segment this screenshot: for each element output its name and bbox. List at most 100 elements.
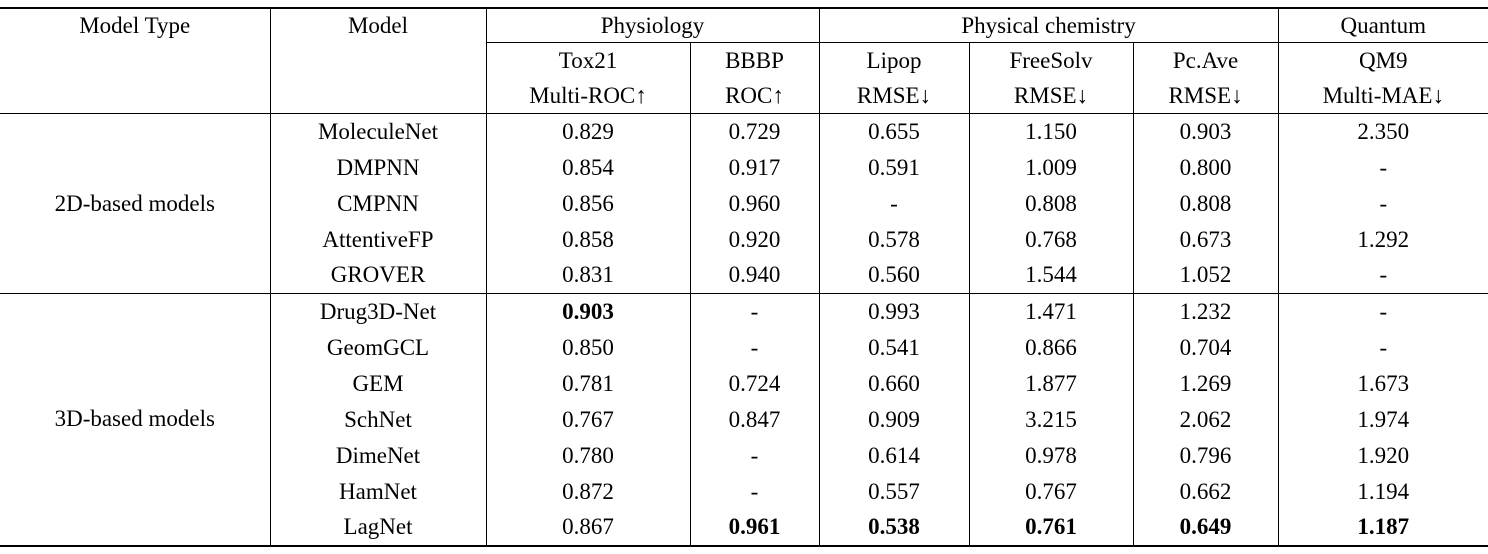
table-header: Model Type Model Physiology Physical che… xyxy=(0,8,1488,114)
value-cell: 0.917 xyxy=(689,149,819,186)
value-cell: - xyxy=(689,473,819,510)
value-cell: - xyxy=(1277,293,1488,330)
value-cell: 0.808 xyxy=(1132,185,1279,222)
value-cell: 1.920 xyxy=(1277,437,1488,474)
dataset-name: Pc.Ave xyxy=(1172,48,1239,73)
value-cell: 0.614 xyxy=(818,437,969,474)
group-header-physical-chemistry: Physical chemistry xyxy=(818,8,1279,43)
value-cell: 1.673 xyxy=(1277,365,1488,402)
model-type-cell: 2D-based models xyxy=(54,190,215,216)
value-cell: 0.649 xyxy=(1132,509,1279,546)
value-cell: 1.150 xyxy=(968,113,1133,150)
value-cell: 0.978 xyxy=(968,437,1133,474)
model-name-cell: GROVER xyxy=(269,257,486,294)
table-row: 2D-based models MoleculeNet 0.829 0.729 0.65… xyxy=(0,113,1488,216)
table-row: LagNet 0.867 0.961 0.538 0.761 0.649 1.187 xyxy=(0,509,1488,546)
value-cell: 0.903 xyxy=(485,293,690,330)
value-cell: - xyxy=(689,437,819,474)
model-type-cell: 3D-based models xyxy=(0,293,270,546)
value-cell: 1.269 xyxy=(1132,365,1279,402)
model-name-cell: HamNet xyxy=(269,473,486,510)
value-cell: 0.560 xyxy=(818,257,969,294)
value-cell: 0.660 xyxy=(818,365,969,402)
value-cell: 0.920 xyxy=(689,221,819,258)
value-cell: 0.781 xyxy=(485,365,690,402)
column-header-pcave: Pc.Ave RMSE↓ xyxy=(1132,42,1279,114)
model-name-cell: MoleculeNet xyxy=(269,113,486,150)
metric-name: Multi-ROC↑ xyxy=(529,83,647,108)
value-cell: 1.194 xyxy=(1277,473,1488,510)
metric-name: RMSE↓ xyxy=(856,83,932,108)
value-cell: 0.829 xyxy=(485,113,690,150)
table-row: CMPNN 0.856 0.960-0.808 0.808- xyxy=(0,185,1488,222)
value-cell: 0.538 xyxy=(818,509,969,546)
table-row: DMPNN 0.854 0.917 0.591 1.009 0.800- xyxy=(0,149,1488,186)
model-name-cell: Drug3D-Net xyxy=(269,293,486,330)
table-row: DimeNet 0.780-0.614 0.978 0.796 1.920 xyxy=(0,437,1488,474)
value-cell: 1.292 xyxy=(1277,221,1488,258)
group-header-row: Model Type Model Physiology Physical che… xyxy=(0,8,1488,114)
value-cell: 0.578 xyxy=(818,221,969,258)
column-header-qm9: QM9 Multi-MAE↓ xyxy=(1277,42,1488,114)
value-cell: 0.858 xyxy=(485,221,690,258)
value-cell: - xyxy=(1277,257,1488,294)
value-cell: 0.993 xyxy=(818,293,969,330)
value-cell: - xyxy=(689,293,819,330)
dataset-name: BBBP xyxy=(725,48,784,73)
value-cell: - xyxy=(818,185,969,222)
value-cell: 0.761 xyxy=(968,509,1133,546)
model-name-cell: LagNet xyxy=(269,509,486,546)
group-header-physiology: Physiology xyxy=(485,8,819,43)
value-cell: 0.866 xyxy=(968,329,1133,366)
model-type-column-header: Model Type xyxy=(0,8,270,114)
value-cell: 0.850 xyxy=(485,329,690,366)
model-column-header: Model xyxy=(269,8,486,114)
value-cell: 0.662 xyxy=(1132,473,1279,510)
value-cell: 0.831 xyxy=(485,257,690,294)
dataset-name: Tox21 xyxy=(558,48,618,73)
value-cell: - xyxy=(1277,185,1488,222)
model-name-cell: GeomGCL xyxy=(269,329,486,366)
model-name-cell: AttentiveFP xyxy=(269,221,486,258)
metric-name: ROC↑ xyxy=(725,83,784,108)
value-cell: 0.767 xyxy=(968,473,1133,510)
value-cell: 1.544 xyxy=(968,257,1133,294)
value-cell: 0.903 xyxy=(1132,113,1279,150)
value-cell: 0.557 xyxy=(818,473,969,510)
value-cell: 2.350 xyxy=(1277,113,1488,150)
table-row: GeomGCL 0.850-0.541 0.866 0.704- xyxy=(0,329,1488,366)
column-header-freesolv: FreeSolv RMSE↓ xyxy=(968,42,1133,114)
value-cell: 0.796 xyxy=(1132,437,1279,474)
metric-name: RMSE↓ xyxy=(1168,83,1243,108)
value-cell: 0.940 xyxy=(689,257,819,294)
value-cell: 3.215 xyxy=(968,401,1133,438)
value-cell: 1.052 xyxy=(1132,257,1279,294)
value-cell: 0.808 xyxy=(968,185,1133,222)
value-cell: - xyxy=(1277,329,1488,366)
value-cell: 2.062 xyxy=(1132,401,1279,438)
value-cell: 1.974 xyxy=(1277,401,1488,438)
value-cell: 0.768 xyxy=(968,221,1133,258)
value-cell: 0.847 xyxy=(689,401,819,438)
dataset-name: Lipop xyxy=(866,48,922,73)
model-name-cell: DMPNN xyxy=(269,149,486,186)
value-cell: 0.872 xyxy=(485,473,690,510)
table-row: AttentiveFP 0.858 0.920 0.578 0.768 0.673 1.29… xyxy=(0,221,1488,258)
value-cell: 0.704 xyxy=(1132,329,1279,366)
table-body: 2D-based models MoleculeNet 0.829 0.729 0.65… xyxy=(0,113,1488,546)
value-cell: 0.591 xyxy=(818,149,969,186)
metric-name: RMSE↓ xyxy=(1013,83,1089,108)
column-header-lipop: Lipop RMSE↓ xyxy=(818,42,969,114)
metric-header-row: Tox21 Multi-ROC↑ BBBP ROC↑ Lipop RMSE↓ F… xyxy=(0,42,1488,114)
value-cell: 0.673 xyxy=(1132,221,1279,258)
value-cell: 0.767 xyxy=(485,401,690,438)
value-cell: 0.960 xyxy=(689,185,819,222)
value-cell: 0.655 xyxy=(818,113,969,150)
group-header-quantum: Quantum xyxy=(1277,8,1488,43)
column-header-bbbp: BBBP ROC↑ xyxy=(689,42,819,114)
value-cell: 1.471 xyxy=(968,293,1133,330)
value-cell: 1.009 xyxy=(968,149,1133,186)
table-row: 3D-based models Drug3D-Net 0.903-0.993 1.47… xyxy=(0,293,1488,546)
model-name-cell: GEM xyxy=(269,365,486,402)
